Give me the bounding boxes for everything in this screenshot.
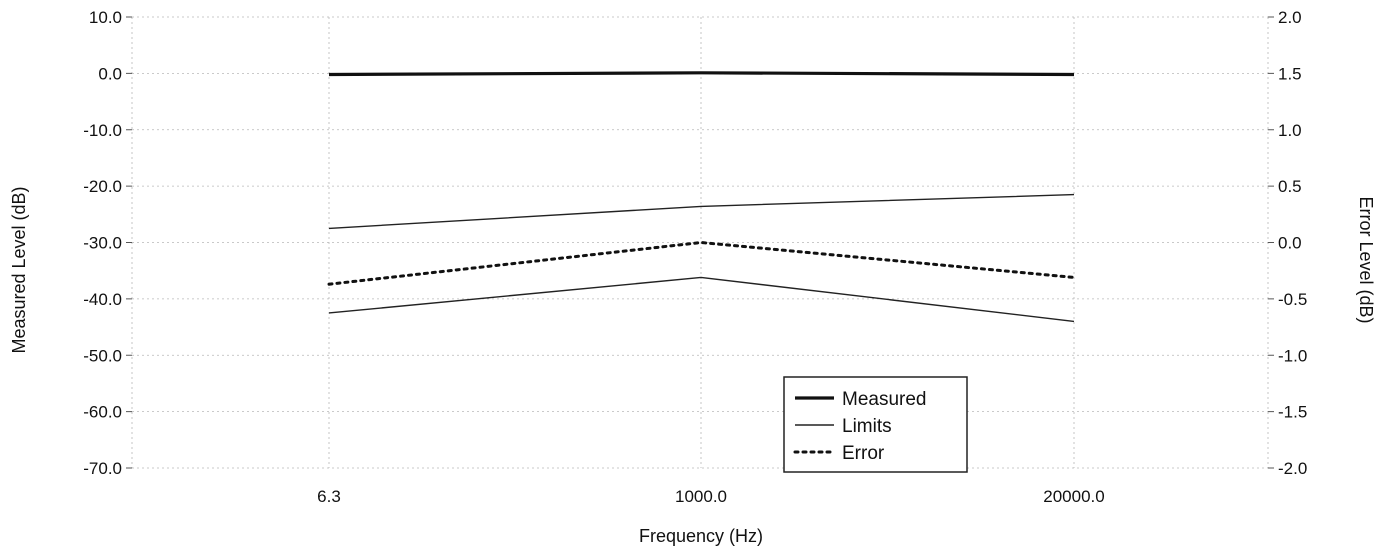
right-tick-label: -2.0 [1278, 459, 1307, 478]
left-axis-title: Measured Level (dB) [9, 186, 29, 353]
right-tick-label: -1.0 [1278, 346, 1307, 365]
right-tick-label: 1.0 [1278, 121, 1302, 140]
legend-label-limits: Limits [842, 416, 892, 437]
series-line-limits [328, 193, 1075, 230]
right-axis-ticks: 2.0 1.5 1.0 0.5 0.0 -0.5 -1.0 -1.5 -2.0 [1268, 8, 1307, 478]
right-tick-label: 1.5 [1278, 64, 1302, 83]
right-axis-title: Error Level (dB) [1356, 196, 1376, 323]
legend-label-error: Error [842, 443, 885, 464]
left-tick-label: -70.0 [83, 459, 122, 478]
series-line-limits-lower [328, 276, 1075, 323]
left-tick-label: -10.0 [83, 121, 122, 140]
right-tick-label: -1.5 [1278, 403, 1307, 422]
x-axis-title: Frequency (Hz) [639, 526, 763, 546]
left-tick-label: -30.0 [83, 234, 122, 253]
x-tick-label: 6.3 [317, 487, 341, 506]
series-line-measured [328, 71, 1075, 77]
right-tick-label: -0.5 [1278, 290, 1307, 309]
x-axis-ticks: 6.3 1000.0 20000.0 [317, 487, 1105, 506]
right-tick-label: 0.5 [1278, 177, 1302, 196]
right-tick-label: 2.0 [1278, 8, 1302, 27]
left-tick-label: -50.0 [83, 346, 122, 365]
x-tick-label: 20000.0 [1043, 487, 1104, 506]
left-tick-label: -60.0 [83, 403, 122, 422]
grid [131, 16, 1269, 469]
x-tick-label: 1000.0 [675, 487, 727, 506]
legend: Measured Limits Error [783, 376, 968, 473]
left-tick-label: 0.0 [98, 64, 122, 83]
left-axis-ticks: 10.0 0.0 -10.0 -20.0 -30.0 -40.0 -50.0 -60.0 -70… [83, 8, 132, 478]
left-tick-label: -40.0 [83, 290, 122, 309]
series-layer [327, 71, 1076, 323]
right-tick-label: 0.0 [1278, 234, 1302, 253]
left-tick-label: 10.0 [89, 8, 122, 27]
series-line-error [327, 240, 1076, 286]
left-tick-label: -20.0 [83, 177, 122, 196]
legend-label-measured: Measured [842, 389, 927, 410]
